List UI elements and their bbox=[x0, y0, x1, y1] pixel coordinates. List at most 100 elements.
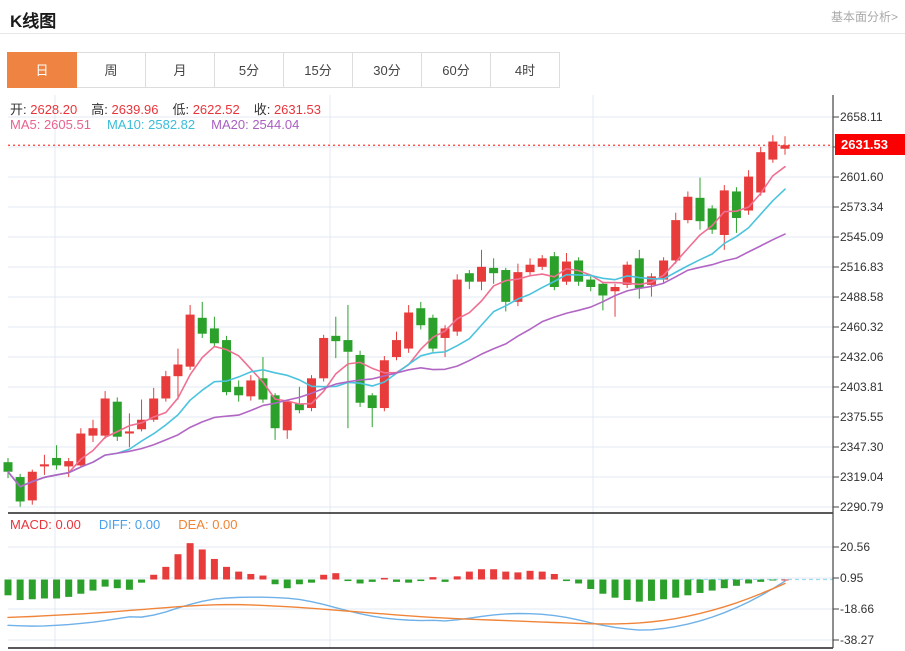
price-axis-label: 2601.60 bbox=[840, 170, 884, 184]
macd-axis-label: -38.27 bbox=[840, 633, 875, 647]
price-axis-label: 2375.55 bbox=[840, 410, 884, 424]
price-axis-label: 2403.81 bbox=[840, 380, 884, 394]
macd-histogram-bar bbox=[441, 579, 449, 582]
candle-body bbox=[768, 141, 778, 160]
current-price-badge: 2631.53 bbox=[835, 134, 905, 155]
ma-item-item: MA5: 2605.51 bbox=[10, 117, 91, 132]
price-axis-label: 2319.04 bbox=[840, 470, 884, 484]
macd-item-item: DIFF: 0.00 bbox=[98, 517, 161, 532]
macd-histogram-bar bbox=[720, 579, 728, 589]
macd-axis-label: 20.56 bbox=[840, 540, 871, 554]
title-divider bbox=[0, 33, 905, 34]
macd-histogram-bar bbox=[356, 579, 364, 584]
tab-5min[interactable]: 5分 bbox=[214, 52, 284, 88]
candle-body bbox=[3, 462, 13, 472]
candle-body bbox=[282, 401, 292, 431]
macd-histogram-bar bbox=[125, 579, 133, 590]
candle-body bbox=[464, 273, 474, 282]
ma-item-item: MA10: 2582.82 bbox=[106, 117, 196, 132]
candle-body bbox=[634, 258, 644, 289]
macd-histogram-bar bbox=[77, 579, 85, 594]
ohlc-readout: 开: 2628.20 高: 2639.96 低: 2622.52 收: 2631.53 bbox=[10, 99, 335, 118]
macd-histogram-bar bbox=[247, 573, 255, 580]
macd-histogram-bar bbox=[599, 579, 607, 594]
candle-body bbox=[15, 477, 25, 502]
quote-item: 低: 2622.52 bbox=[172, 102, 240, 117]
candle-body bbox=[258, 378, 268, 400]
candle-body bbox=[137, 419, 147, 430]
macd-histogram-bar bbox=[210, 558, 218, 580]
tab-30min[interactable]: 30分 bbox=[352, 52, 422, 88]
candle-body bbox=[367, 395, 377, 409]
candle-body bbox=[294, 403, 304, 411]
macd-axis-label: -18.66 bbox=[840, 602, 875, 616]
macd-histogram-bar bbox=[344, 579, 352, 582]
candle-body bbox=[355, 354, 365, 403]
candle-body bbox=[428, 317, 438, 349]
tab-4hour[interactable]: 4时 bbox=[490, 52, 560, 88]
candle-body bbox=[489, 267, 499, 274]
candle-body bbox=[513, 272, 523, 302]
price-axis-label: 2460.32 bbox=[840, 320, 884, 334]
macd-histogram-bar bbox=[562, 579, 570, 582]
tab-60min[interactable]: 60分 bbox=[421, 52, 491, 88]
price-axis-label: 2516.83 bbox=[840, 260, 884, 274]
diff-line bbox=[7, 580, 786, 631]
price-axis-label: 2290.79 bbox=[840, 500, 884, 514]
macd-histogram-bar bbox=[490, 569, 498, 580]
candle-body bbox=[416, 308, 426, 326]
macd-item-item: DEA: 0.00 bbox=[178, 517, 238, 532]
candle-body bbox=[671, 220, 681, 261]
macd-histogram-bar bbox=[732, 579, 740, 586]
candle-body bbox=[404, 312, 414, 349]
candle-body bbox=[622, 264, 632, 285]
macd-histogram-bar bbox=[295, 579, 303, 585]
candle-body bbox=[586, 279, 596, 287]
macd-histogram-bar bbox=[417, 579, 425, 582]
macd-axis-label: 0.95 bbox=[840, 571, 864, 585]
macd-histogram-bar bbox=[28, 579, 36, 600]
candle-body bbox=[88, 428, 98, 436]
macd-histogram-bar bbox=[380, 577, 388, 580]
macd-histogram-bar bbox=[514, 572, 522, 580]
macd-histogram-bar bbox=[745, 579, 753, 584]
macd-histogram-bar bbox=[538, 571, 546, 580]
macd-histogram-bar bbox=[405, 579, 413, 583]
quote-item: 开: 2628.20 bbox=[10, 102, 78, 117]
macd-histogram-bar bbox=[672, 579, 680, 598]
macd-histogram-bar bbox=[113, 579, 121, 589]
candle-body bbox=[222, 340, 232, 393]
macd-histogram-bar bbox=[623, 579, 631, 601]
candle-body bbox=[695, 197, 705, 222]
candle-body bbox=[185, 314, 195, 367]
fundamental-analysis-link[interactable]: 基本面分析> bbox=[830, 10, 898, 24]
candle-body bbox=[149, 398, 159, 420]
macd-histogram-bar bbox=[186, 543, 194, 580]
tab-15min[interactable]: 15分 bbox=[283, 52, 353, 88]
macd-histogram-bar bbox=[526, 570, 534, 580]
candle-body bbox=[756, 152, 766, 193]
tab-day[interactable]: 日 bbox=[7, 52, 77, 88]
candle-body bbox=[331, 335, 341, 342]
candle-body bbox=[124, 431, 134, 434]
candle-body bbox=[343, 340, 353, 352]
macd-histogram-bar bbox=[16, 579, 24, 601]
macd-histogram-bar bbox=[647, 579, 655, 601]
candle-body bbox=[731, 191, 741, 218]
macd-histogram-bar bbox=[320, 574, 328, 580]
macd-histogram-bar bbox=[708, 579, 716, 591]
macd-histogram-bar bbox=[332, 573, 340, 580]
candle-body bbox=[598, 283, 608, 296]
candle-body bbox=[173, 364, 183, 377]
candle-body bbox=[707, 208, 717, 230]
macd-histogram-bar bbox=[174, 554, 182, 580]
tab-month[interactable]: 月 bbox=[145, 52, 215, 88]
candle-body bbox=[246, 380, 256, 397]
macd-histogram-bar bbox=[611, 579, 619, 598]
candle-body bbox=[100, 398, 110, 436]
macd-histogram-bar bbox=[575, 579, 583, 584]
candle-body bbox=[659, 260, 669, 280]
candle-body bbox=[39, 464, 49, 467]
candle-body bbox=[161, 376, 171, 399]
